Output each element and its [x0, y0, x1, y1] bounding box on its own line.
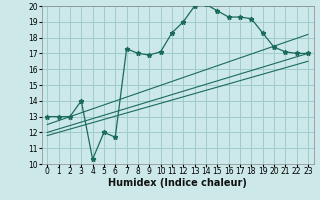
- X-axis label: Humidex (Indice chaleur): Humidex (Indice chaleur): [108, 178, 247, 188]
